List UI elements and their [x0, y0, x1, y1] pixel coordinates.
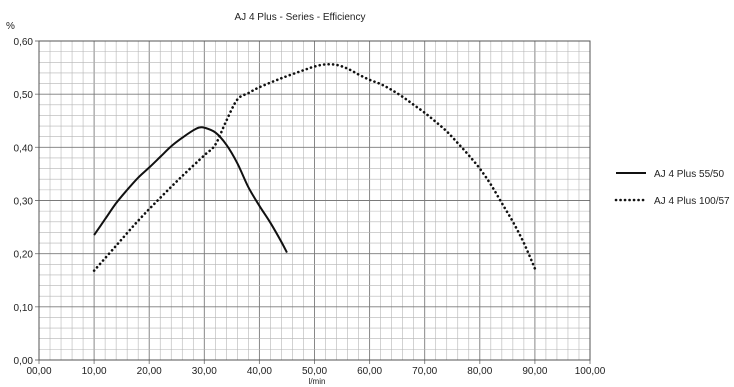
y-tick-label: 0,40	[14, 143, 34, 154]
series-line-1	[93, 126, 288, 254]
y-tick-label: 0,30	[14, 197, 34, 208]
x-tick-label: 00,00	[26, 366, 51, 377]
legend-label-2: AJ 4 Plus 100/57	[654, 196, 730, 207]
x-tick-label: 50,00	[302, 366, 327, 377]
x-axis-label: l/min	[309, 377, 326, 386]
x-tick-label: 20,00	[137, 366, 162, 377]
y-tick-label: 0,00	[14, 356, 34, 367]
x-tick-label: 30,00	[192, 366, 217, 377]
tick-labels: 00,00 10,00 20,00 30,00 40,00 50,00 60,00 70,00…	[14, 37, 606, 377]
y-tick-label: 0,10	[14, 303, 34, 314]
x-tick-label: 40,00	[247, 366, 272, 377]
plot-frame	[38, 40, 591, 361]
legend: AJ 4 Plus 55/50 AJ 4 Plus 100/57	[614, 169, 730, 207]
x-tick-label: 80,00	[467, 366, 492, 377]
x-tick-label: 100,00	[575, 366, 606, 377]
legend-label-1: AJ 4 Plus 55/50	[654, 169, 724, 180]
y-tick-label: 0,20	[14, 250, 34, 261]
y-tick-label: 0,50	[14, 90, 34, 101]
y-axis-label: %	[6, 21, 15, 32]
chart-title: AJ 4 Plus - Series - Efficiency	[235, 12, 366, 23]
x-tick-label: 60,00	[357, 366, 382, 377]
series-line-2	[92, 62, 537, 272]
y-tick-label: 0,60	[14, 37, 34, 48]
plot-grid	[35, 40, 591, 364]
series-layer	[92, 62, 537, 272]
x-tick-label: 70,00	[412, 366, 437, 377]
x-tick-label: 90,00	[522, 366, 547, 377]
x-tick-label: 10,00	[82, 366, 107, 377]
plot-border	[38, 40, 591, 361]
